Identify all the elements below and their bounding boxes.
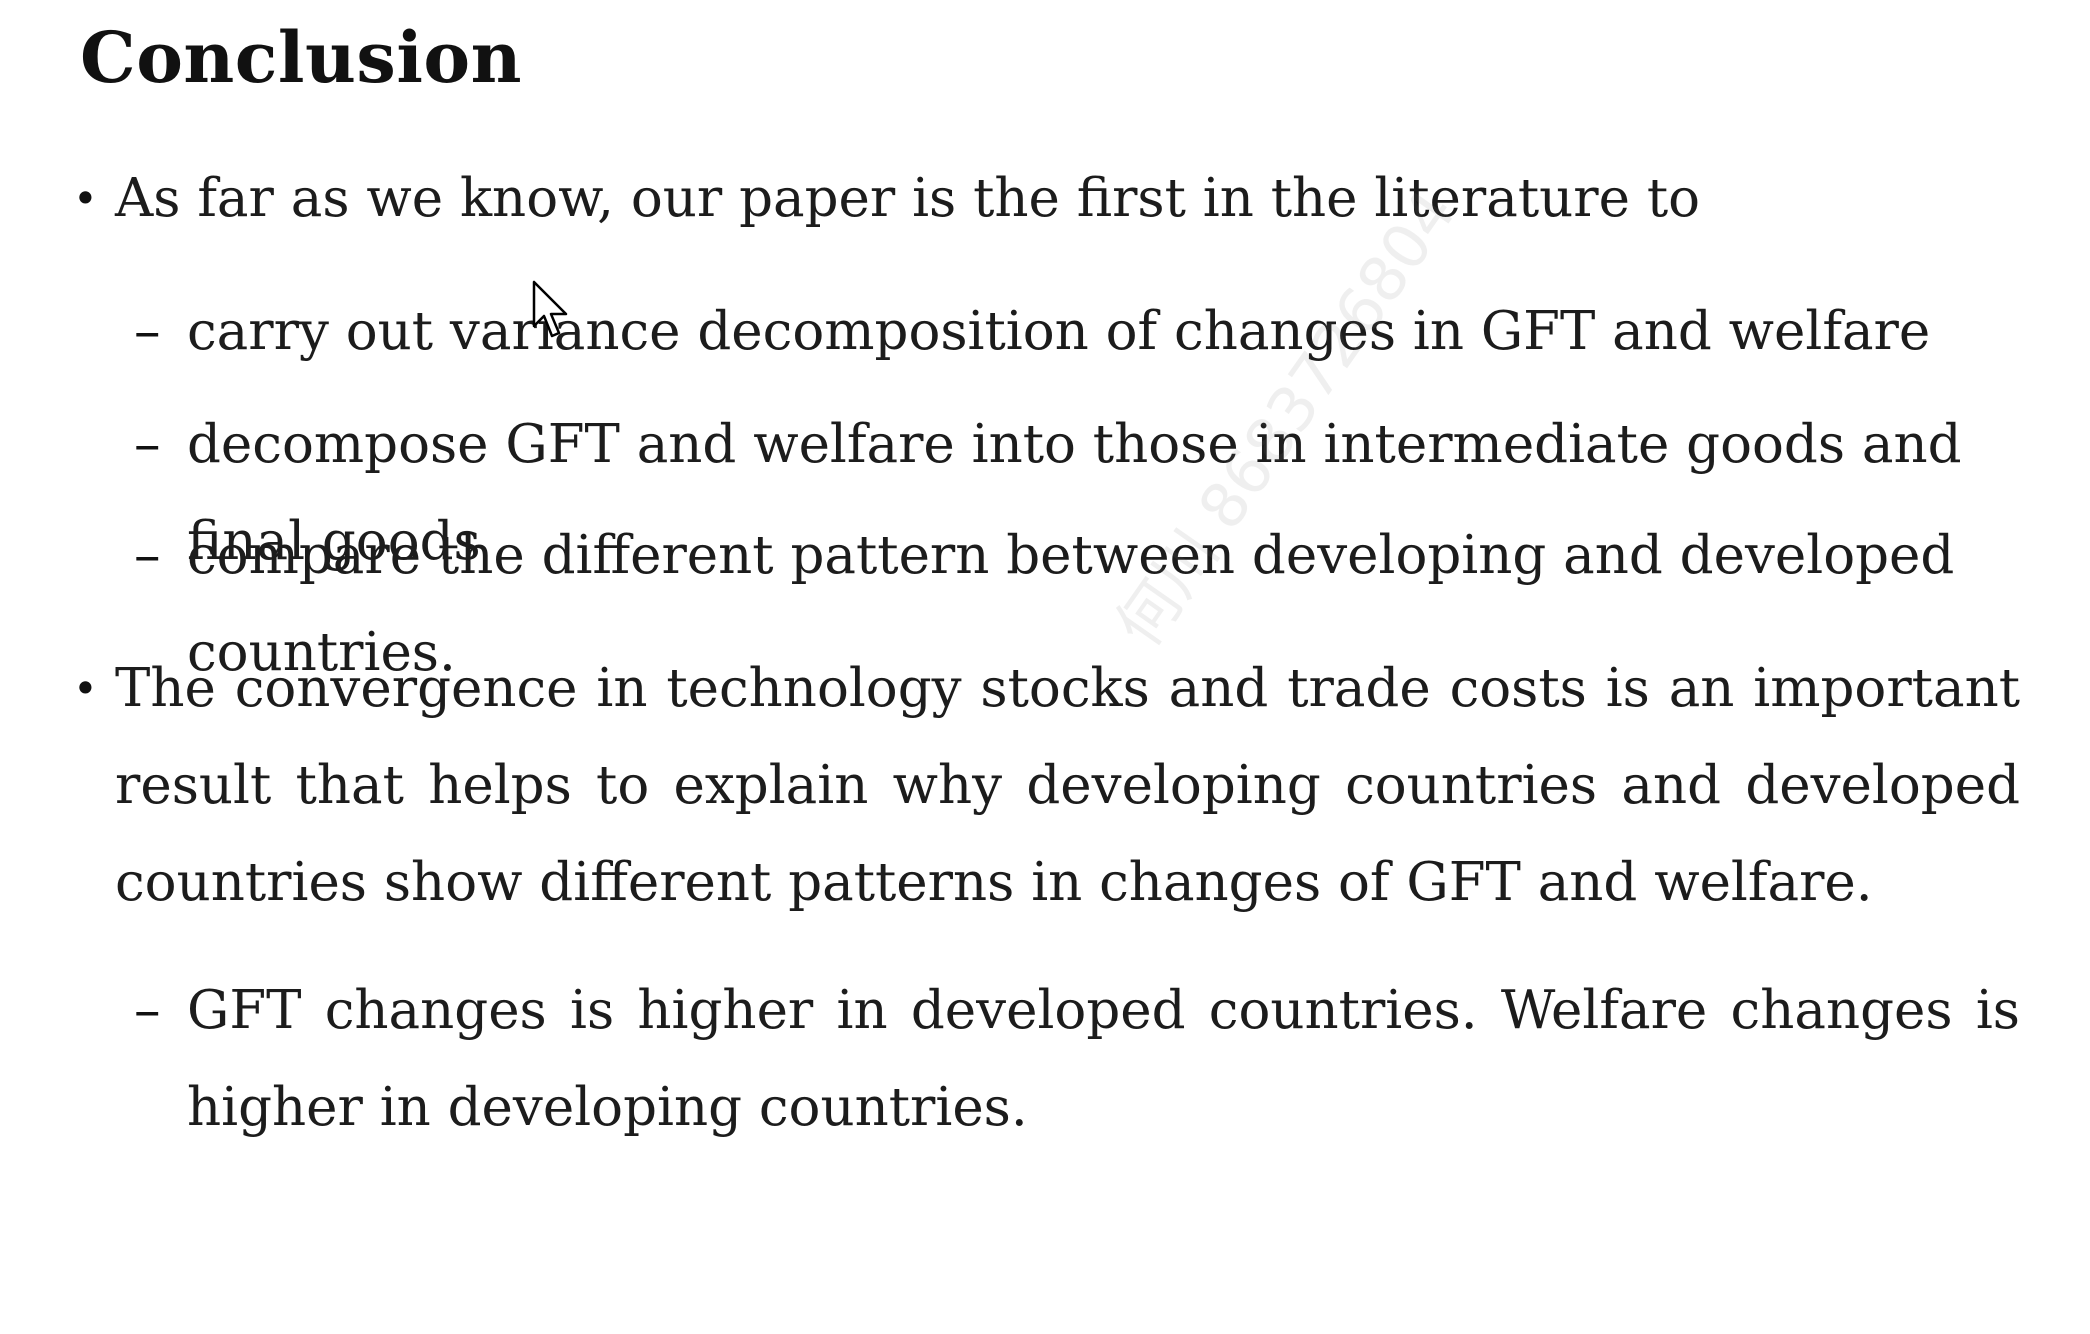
sub-bullet-item: – compare the different pattern between … xyxy=(134,507,2037,701)
sub-bullet-item: – GFT changes is higher in developed cou… xyxy=(134,962,2020,1156)
dash-marker: – xyxy=(134,301,161,362)
sub-bullet-text: decompose GFT and welfare into those in … xyxy=(187,414,1962,572)
dash-marker: – xyxy=(134,525,161,586)
bullet-item: • As far as we know, our paper is the fi… xyxy=(73,150,2015,247)
bullet-text: The convergence in technology stocks and… xyxy=(115,658,2020,913)
bullet-marker: • xyxy=(73,174,98,223)
bullet-item: • The convergence in technology stocks a… xyxy=(73,640,2020,931)
bullet-marker: • xyxy=(73,664,98,713)
sub-bullet-text: GFT changes is higher in developed count… xyxy=(187,980,2020,1138)
dash-marker: – xyxy=(134,980,161,1041)
mouse-pointer-icon xyxy=(532,280,568,338)
sub-bullet-item: – carry out variance decomposition of ch… xyxy=(134,283,2037,380)
dash-marker: – xyxy=(134,414,161,475)
bullet-text: As far as we know, our paper is the firs… xyxy=(115,168,1701,229)
sub-bullet-item: – decompose GFT and welfare into those i… xyxy=(134,396,2037,590)
sub-bullet-text: carry out variance decomposition of chan… xyxy=(187,301,1931,362)
slide-title: Conclusion xyxy=(80,16,522,99)
sub-bullet-text: compare the different pattern between de… xyxy=(187,525,1955,683)
